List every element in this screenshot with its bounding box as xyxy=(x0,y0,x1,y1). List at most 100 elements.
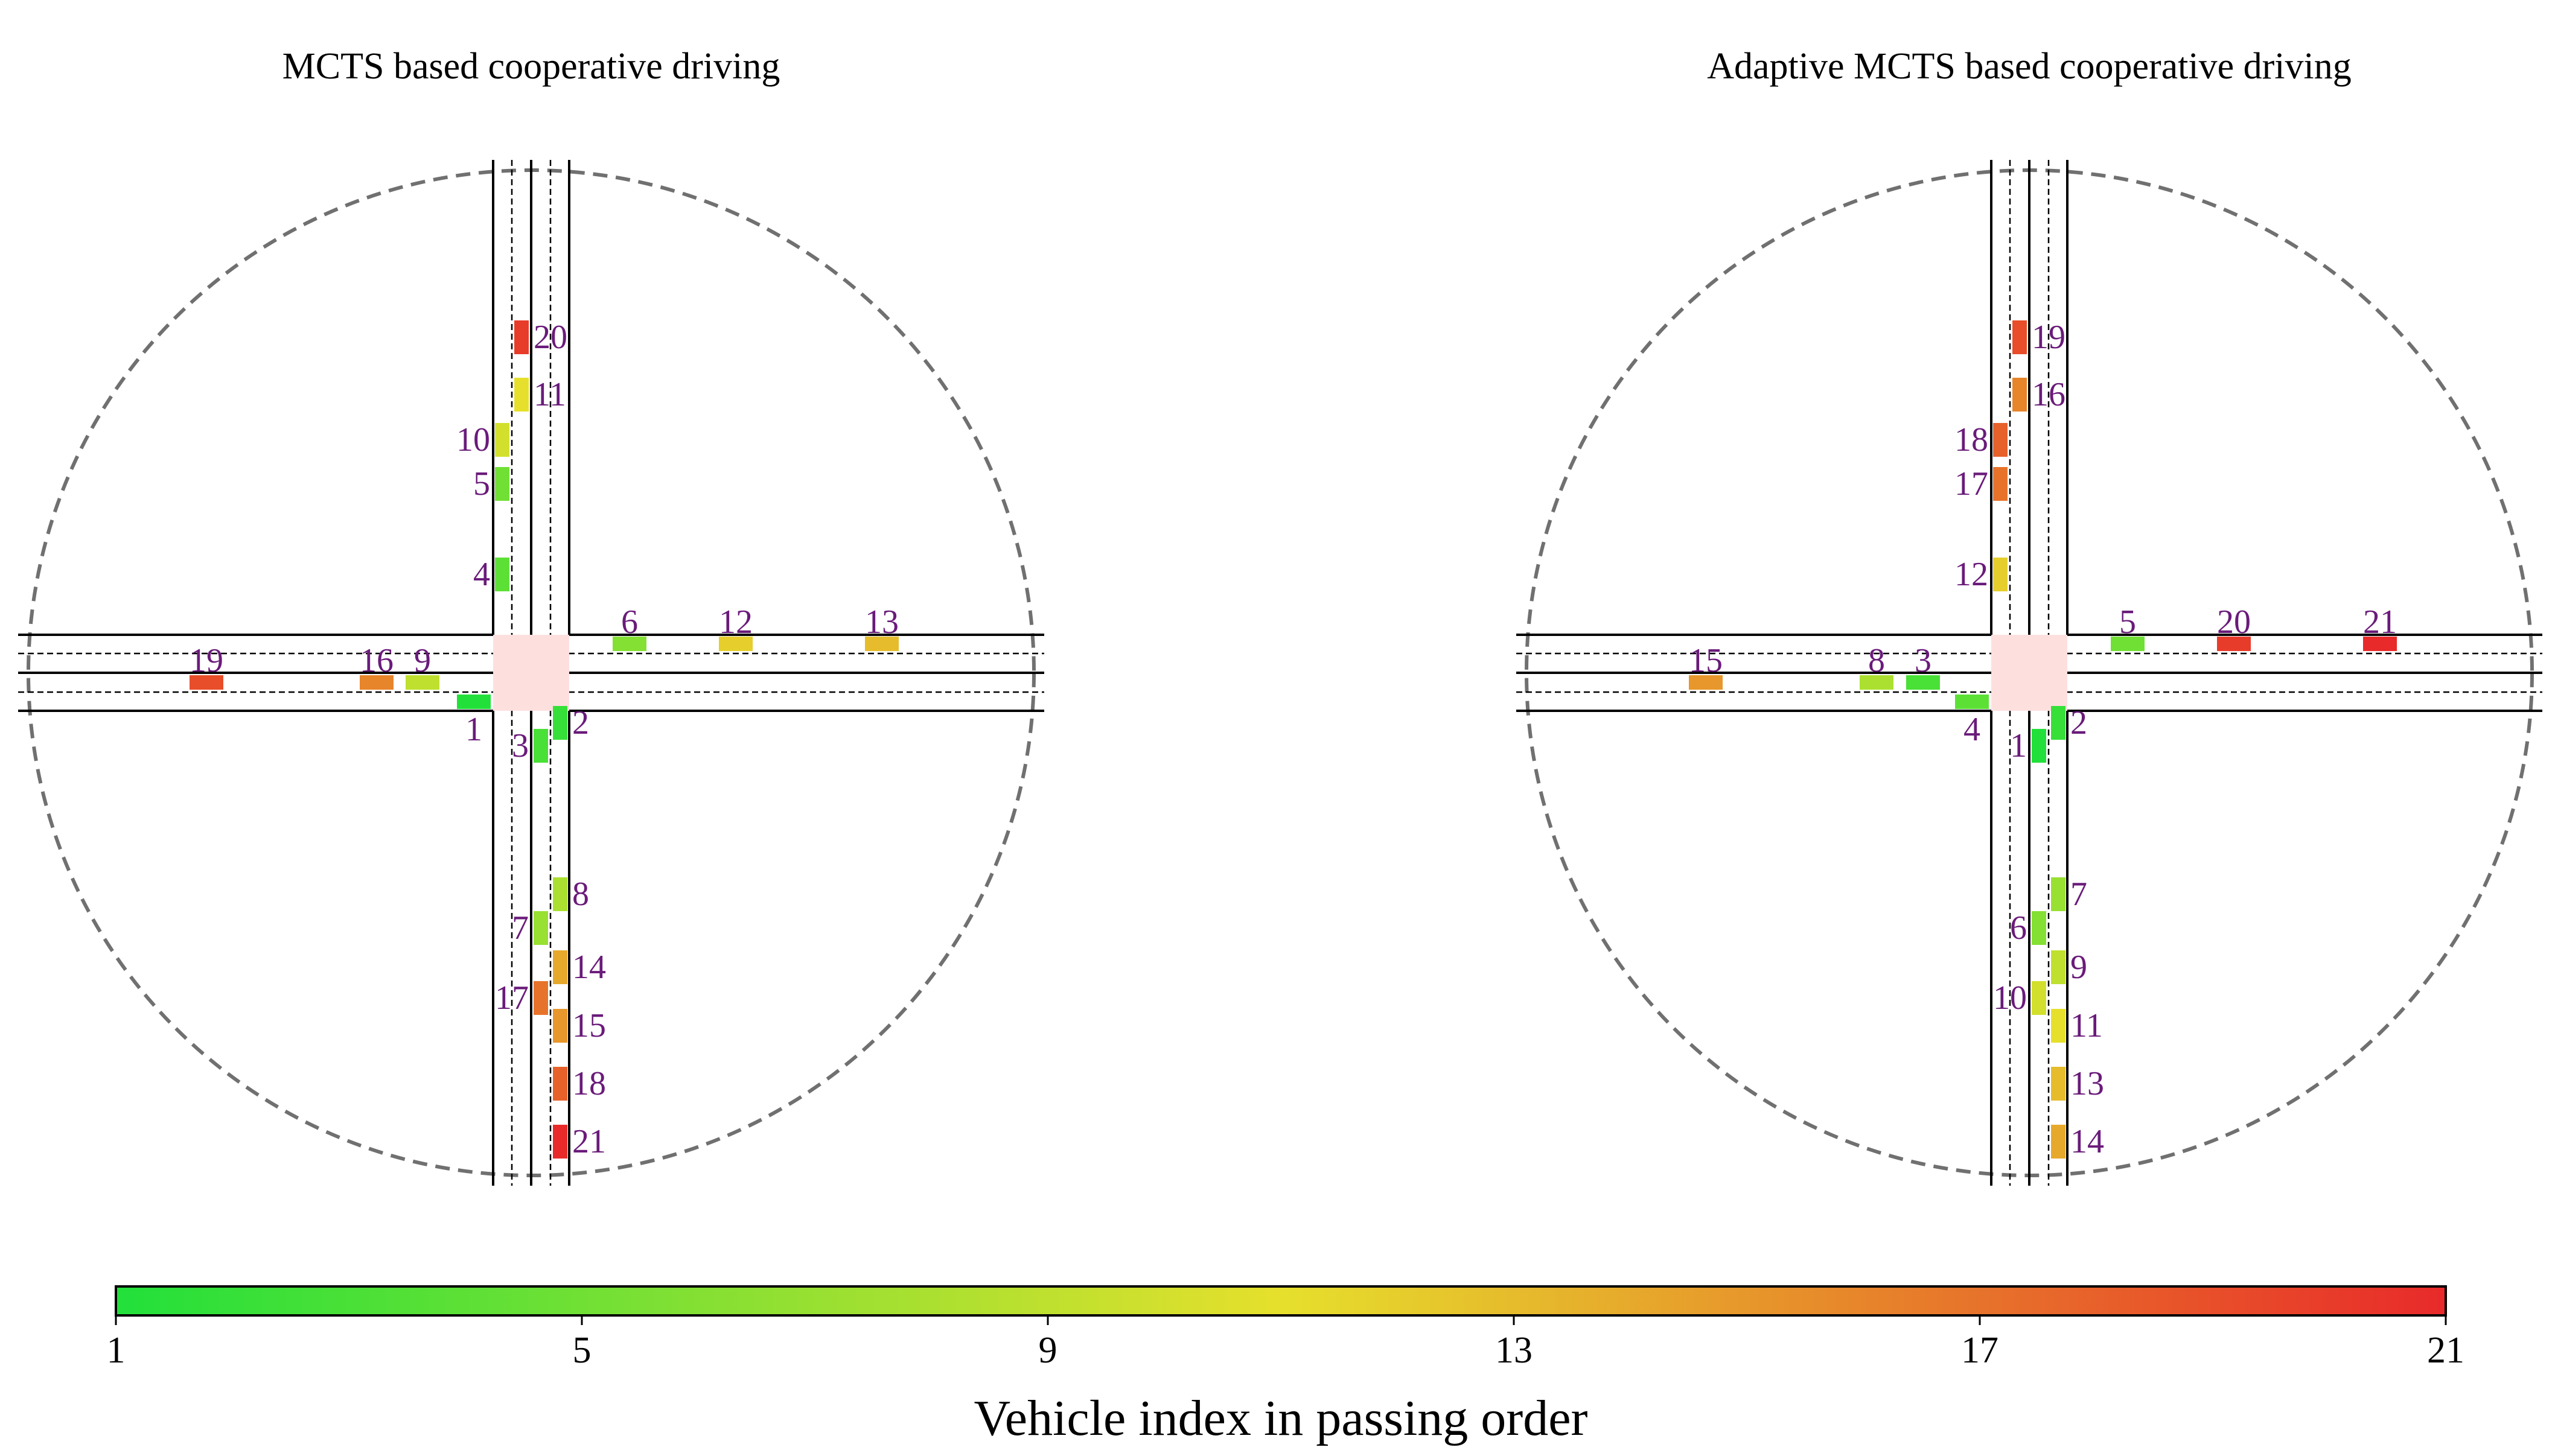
vehicle-20 xyxy=(2217,637,2251,651)
left-intersection-panel: MCTS based cooperative driving 19 16 19 6 12… xyxy=(18,46,1044,1186)
vehicle-7 xyxy=(2051,877,2065,911)
vehicle-label-19: 19 xyxy=(2032,319,2065,356)
vehicle-10 xyxy=(2032,981,2046,1015)
vehicle-17 xyxy=(534,981,548,1015)
vehicle-label-7: 7 xyxy=(2070,876,2087,913)
vehicle-label-16: 16 xyxy=(360,642,394,679)
vehicle-20 xyxy=(514,320,529,354)
colorbar-tick-label-5: 21 xyxy=(2427,1330,2464,1371)
vehicle-16 xyxy=(2012,378,2027,412)
vehicle-label-20: 20 xyxy=(2217,603,2251,641)
colorbar-tick-label-0: 1 xyxy=(107,1330,126,1371)
vehicle-label-6: 6 xyxy=(2010,909,2027,947)
vehicle-label-6: 6 xyxy=(621,603,638,641)
vehicle-4 xyxy=(495,558,509,591)
vehicle-21 xyxy=(553,1125,567,1159)
vehicle-label-1: 1 xyxy=(2010,727,2027,765)
right-intersection-panel: Adaptive MCTS based cooperative driving … xyxy=(1516,46,2542,1186)
vehicle-15 xyxy=(553,1009,567,1043)
vehicle-label-17: 17 xyxy=(495,979,529,1017)
vehicle-label-2: 2 xyxy=(572,704,589,742)
vehicle-label-19: 19 xyxy=(190,642,223,679)
right-panel-title: Adaptive MCTS based cooperative driving xyxy=(1707,46,2352,87)
vehicle-9 xyxy=(2051,950,2065,984)
vehicle-label-21: 21 xyxy=(572,1123,606,1160)
colorbar: 1 5 9 13 17 21 Vehicle index in passing order xyxy=(107,1285,2464,1446)
vehicle-label-14: 14 xyxy=(2070,1123,2104,1160)
vehicle-label-2: 2 xyxy=(2070,704,2087,742)
vehicle-5 xyxy=(495,467,509,501)
vehicle-label-14: 14 xyxy=(572,949,606,986)
colorbar-tick-label-3: 13 xyxy=(1495,1330,1533,1371)
vehicle-label-16: 16 xyxy=(2032,376,2065,413)
vehicle-18 xyxy=(1993,423,2008,457)
vehicle-19 xyxy=(2012,320,2027,354)
vehicle-5 xyxy=(2111,637,2145,651)
vehicle-7 xyxy=(534,911,548,945)
vehicle-label-5: 5 xyxy=(2119,603,2136,641)
left-vehicles: 19 16 19 6 12 13 4 5 10 11 20 2 3 7 17 8 14 15 18 21 xyxy=(190,319,899,1160)
vehicle-10 xyxy=(495,423,509,457)
vehicle-1 xyxy=(2032,729,2046,763)
vehicle-label-13: 13 xyxy=(865,603,899,641)
colorbar-gradient xyxy=(115,1285,2447,1317)
vehicle-label-20: 20 xyxy=(534,319,567,356)
colorbar-tick-label-2: 9 xyxy=(1039,1330,1057,1371)
vehicle-11 xyxy=(2051,1009,2065,1043)
vehicle-label-11: 11 xyxy=(534,376,566,413)
vehicle-label-4: 4 xyxy=(473,556,490,593)
vehicle-label-18: 18 xyxy=(1954,421,1988,459)
vehicle-4 xyxy=(1955,695,1989,709)
vehicle-12 xyxy=(1993,558,2008,591)
vehicle-15 xyxy=(1689,675,1723,690)
colorbar-tick-label-1: 5 xyxy=(573,1330,592,1371)
vehicle-1 xyxy=(457,695,491,709)
right-road-network xyxy=(1516,160,2542,1186)
vehicle-label-9: 9 xyxy=(2070,949,2087,986)
vehicle-label-10: 10 xyxy=(456,421,490,459)
vehicle-label-10: 10 xyxy=(1993,979,2027,1017)
vehicle-label-11: 11 xyxy=(2070,1007,2103,1044)
vehicle-label-13: 13 xyxy=(2070,1065,2104,1102)
vehicle-17 xyxy=(1993,467,2008,501)
vehicle-label-12: 12 xyxy=(719,603,753,641)
vehicle-label-18: 18 xyxy=(572,1065,606,1102)
vehicle-13 xyxy=(2051,1067,2065,1101)
vehicle-label-12: 12 xyxy=(1954,556,1988,593)
vehicle-label-3: 3 xyxy=(512,727,529,765)
vehicle-label-9: 9 xyxy=(414,642,431,679)
vehicle-label-17: 17 xyxy=(1954,465,1988,503)
vehicle-label-15: 15 xyxy=(1689,642,1723,679)
left-road-network xyxy=(18,160,1044,1186)
vehicle-6 xyxy=(613,637,646,651)
intersection-area xyxy=(493,635,569,711)
vehicle-label-3: 3 xyxy=(1915,642,1931,679)
vehicle-16 xyxy=(360,675,394,690)
vehicle-2 xyxy=(553,706,567,740)
vehicle-label-7: 7 xyxy=(512,909,529,947)
vehicle-8 xyxy=(1860,675,1893,690)
vehicle-label-8: 8 xyxy=(572,876,589,913)
intersection-area xyxy=(1991,635,2067,711)
vehicle-11 xyxy=(514,378,529,412)
vehicle-label-21: 21 xyxy=(2363,603,2397,641)
colorbar-axis-label: Vehicle index in passing order xyxy=(974,1390,1587,1446)
vehicle-label-4: 4 xyxy=(1963,711,1980,748)
vehicle-6 xyxy=(2032,911,2046,945)
vehicle-3 xyxy=(534,729,548,763)
colorbar-tick-label-4: 17 xyxy=(1961,1330,1998,1371)
colorbar-ticks: 1 5 9 13 17 21 xyxy=(107,1315,2464,1371)
vehicle-label-1: 1 xyxy=(465,711,482,748)
vehicle-18 xyxy=(553,1067,567,1101)
vehicle-19 xyxy=(190,675,223,690)
vehicle-label-5: 5 xyxy=(473,465,490,503)
vehicle-label-15: 15 xyxy=(572,1007,606,1044)
vehicle-9 xyxy=(406,675,439,690)
vehicle-3 xyxy=(1906,675,1940,690)
vehicle-14 xyxy=(553,950,567,984)
vehicle-8 xyxy=(553,877,567,911)
vehicle-label-8: 8 xyxy=(1868,642,1885,679)
vehicle-13 xyxy=(865,637,899,651)
